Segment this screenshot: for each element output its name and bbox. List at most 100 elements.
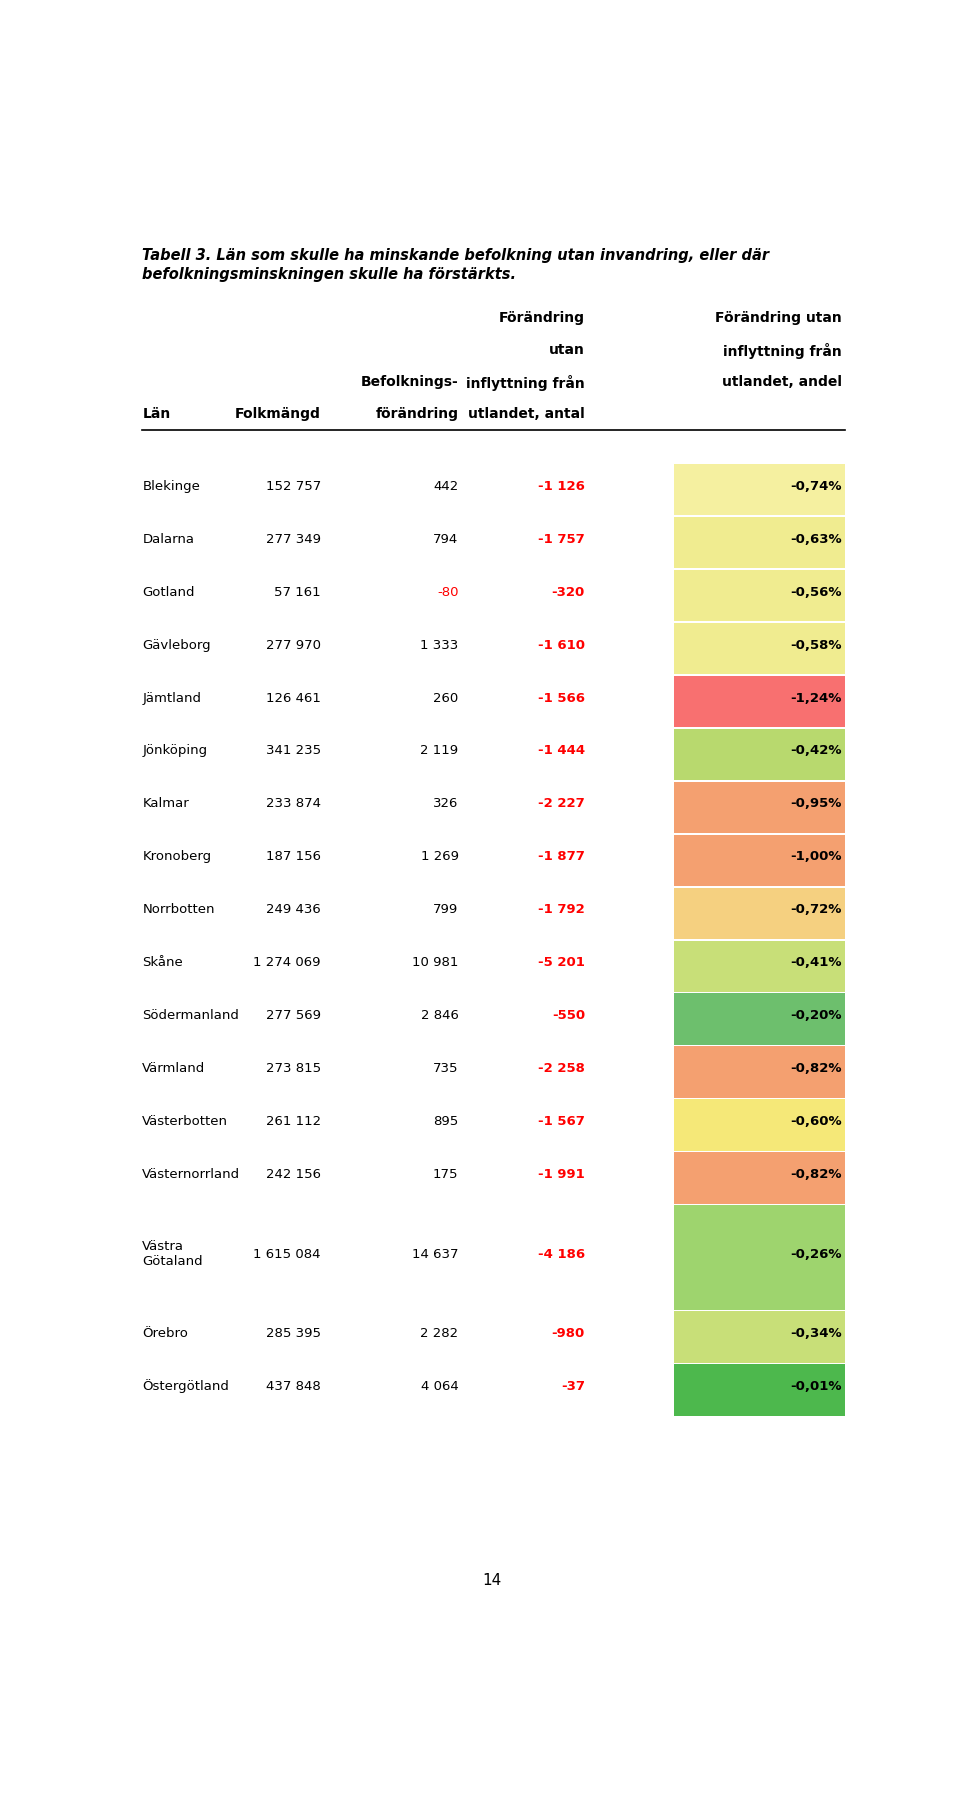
Text: -0,82%: -0,82% xyxy=(790,1167,842,1182)
Text: -4 186: -4 186 xyxy=(538,1247,585,1260)
Text: -0,34%: -0,34% xyxy=(790,1327,842,1339)
Text: Län: Län xyxy=(142,407,171,420)
Text: -320: -320 xyxy=(552,586,585,599)
Text: inflyttning från: inflyttning från xyxy=(467,375,585,391)
Text: -1 566: -1 566 xyxy=(538,691,585,704)
Text: 57 161: 57 161 xyxy=(275,586,321,599)
Text: 437 848: 437 848 xyxy=(266,1379,321,1394)
Text: -37: -37 xyxy=(561,1379,585,1394)
Text: -0,60%: -0,60% xyxy=(790,1115,842,1128)
Bar xyxy=(674,623,846,675)
Text: 1 274 069: 1 274 069 xyxy=(253,956,321,970)
Text: -0,72%: -0,72% xyxy=(790,903,842,916)
Text: -0,63%: -0,63% xyxy=(790,532,842,545)
Text: 14 637: 14 637 xyxy=(412,1247,459,1260)
Text: -0,41%: -0,41% xyxy=(790,956,842,970)
Text: -80: -80 xyxy=(437,586,459,599)
Text: -1 610: -1 610 xyxy=(538,639,585,652)
Text: 285 395: 285 395 xyxy=(266,1327,321,1339)
Text: -5 201: -5 201 xyxy=(539,956,585,970)
Text: -1 792: -1 792 xyxy=(539,903,585,916)
Text: Skåne: Skåne xyxy=(142,956,183,970)
Text: -0,95%: -0,95% xyxy=(790,798,842,811)
Bar xyxy=(674,1205,846,1310)
Text: -1 877: -1 877 xyxy=(539,851,585,863)
Text: Östergötland: Östergötland xyxy=(142,1379,229,1394)
Text: Jämtland: Jämtland xyxy=(142,691,202,704)
Text: 2 119: 2 119 xyxy=(420,744,459,758)
Text: -1,24%: -1,24% xyxy=(790,691,842,704)
Bar xyxy=(674,887,846,939)
Bar xyxy=(674,518,846,568)
Text: -0,74%: -0,74% xyxy=(790,480,842,492)
Text: Folkmängd: Folkmängd xyxy=(235,407,321,420)
Text: 1 615 084: 1 615 084 xyxy=(253,1247,321,1260)
Text: Västernorrland: Västernorrland xyxy=(142,1167,240,1182)
Text: utan: utan xyxy=(549,342,585,357)
Text: 277 970: 277 970 xyxy=(266,639,321,652)
Bar xyxy=(674,1310,846,1363)
Bar xyxy=(674,675,846,728)
Text: 895: 895 xyxy=(433,1115,459,1128)
Text: 341 235: 341 235 xyxy=(266,744,321,758)
Text: utlandet, andel: utlandet, andel xyxy=(722,375,842,389)
Text: Blekinge: Blekinge xyxy=(142,480,201,492)
Text: -0,26%: -0,26% xyxy=(790,1247,842,1260)
Text: 2 282: 2 282 xyxy=(420,1327,459,1339)
Text: 14: 14 xyxy=(482,1573,502,1587)
Bar xyxy=(674,1099,846,1151)
Text: Södermanland: Södermanland xyxy=(142,1010,239,1023)
Text: -1 757: -1 757 xyxy=(539,532,585,545)
Text: Kalmar: Kalmar xyxy=(142,798,189,811)
Text: 4 064: 4 064 xyxy=(420,1379,459,1394)
Text: 2 846: 2 846 xyxy=(420,1010,459,1023)
Text: förändring: förändring xyxy=(375,407,459,420)
Text: -1 567: -1 567 xyxy=(539,1115,585,1128)
Text: Befolknings-: Befolknings- xyxy=(361,375,459,389)
Text: Västra
Götaland: Västra Götaland xyxy=(142,1240,203,1269)
Text: 326: 326 xyxy=(433,798,459,811)
Text: Värmland: Värmland xyxy=(142,1062,205,1075)
Text: -0,20%: -0,20% xyxy=(790,1010,842,1023)
Text: 277 569: 277 569 xyxy=(266,1010,321,1023)
Text: -0,58%: -0,58% xyxy=(790,639,842,652)
Text: 442: 442 xyxy=(433,480,459,492)
Bar xyxy=(674,463,846,516)
Text: Förändring utan: Förändring utan xyxy=(715,311,842,324)
Text: Gotland: Gotland xyxy=(142,586,195,599)
Text: 799: 799 xyxy=(433,903,459,916)
Text: Jönköping: Jönköping xyxy=(142,744,207,758)
Text: -1 991: -1 991 xyxy=(539,1167,585,1182)
Text: -0,82%: -0,82% xyxy=(790,1062,842,1075)
Text: 187 156: 187 156 xyxy=(266,851,321,863)
Text: -980: -980 xyxy=(552,1327,585,1339)
Bar xyxy=(674,570,846,621)
Text: 10 981: 10 981 xyxy=(412,956,459,970)
Text: Tabell 3. Län som skulle ha minskande befolkning utan invandring, eller där: Tabell 3. Län som skulle ha minskande be… xyxy=(142,248,770,262)
Text: -2 227: -2 227 xyxy=(539,798,585,811)
Text: Örebro: Örebro xyxy=(142,1327,188,1339)
Text: Västerbotten: Västerbotten xyxy=(142,1115,228,1128)
Text: 794: 794 xyxy=(433,532,459,545)
Text: -1 126: -1 126 xyxy=(539,480,585,492)
Text: 242 156: 242 156 xyxy=(266,1167,321,1182)
Bar xyxy=(674,1046,846,1099)
Bar xyxy=(674,994,846,1044)
Text: -1,00%: -1,00% xyxy=(790,851,842,863)
Text: 233 874: 233 874 xyxy=(266,798,321,811)
Text: 1 333: 1 333 xyxy=(420,639,459,652)
Text: 260: 260 xyxy=(433,691,459,704)
Bar xyxy=(674,834,846,887)
Bar xyxy=(674,941,846,992)
Text: -0,56%: -0,56% xyxy=(790,586,842,599)
Text: -0,42%: -0,42% xyxy=(790,744,842,758)
Text: 261 112: 261 112 xyxy=(266,1115,321,1128)
Text: 735: 735 xyxy=(433,1062,459,1075)
Text: Kronoberg: Kronoberg xyxy=(142,851,211,863)
Text: -2 258: -2 258 xyxy=(539,1062,585,1075)
Text: -1 444: -1 444 xyxy=(538,744,585,758)
Text: -0,01%: -0,01% xyxy=(790,1379,842,1394)
Text: 175: 175 xyxy=(433,1167,459,1182)
Text: Dalarna: Dalarna xyxy=(142,532,194,545)
Text: 277 349: 277 349 xyxy=(266,532,321,545)
